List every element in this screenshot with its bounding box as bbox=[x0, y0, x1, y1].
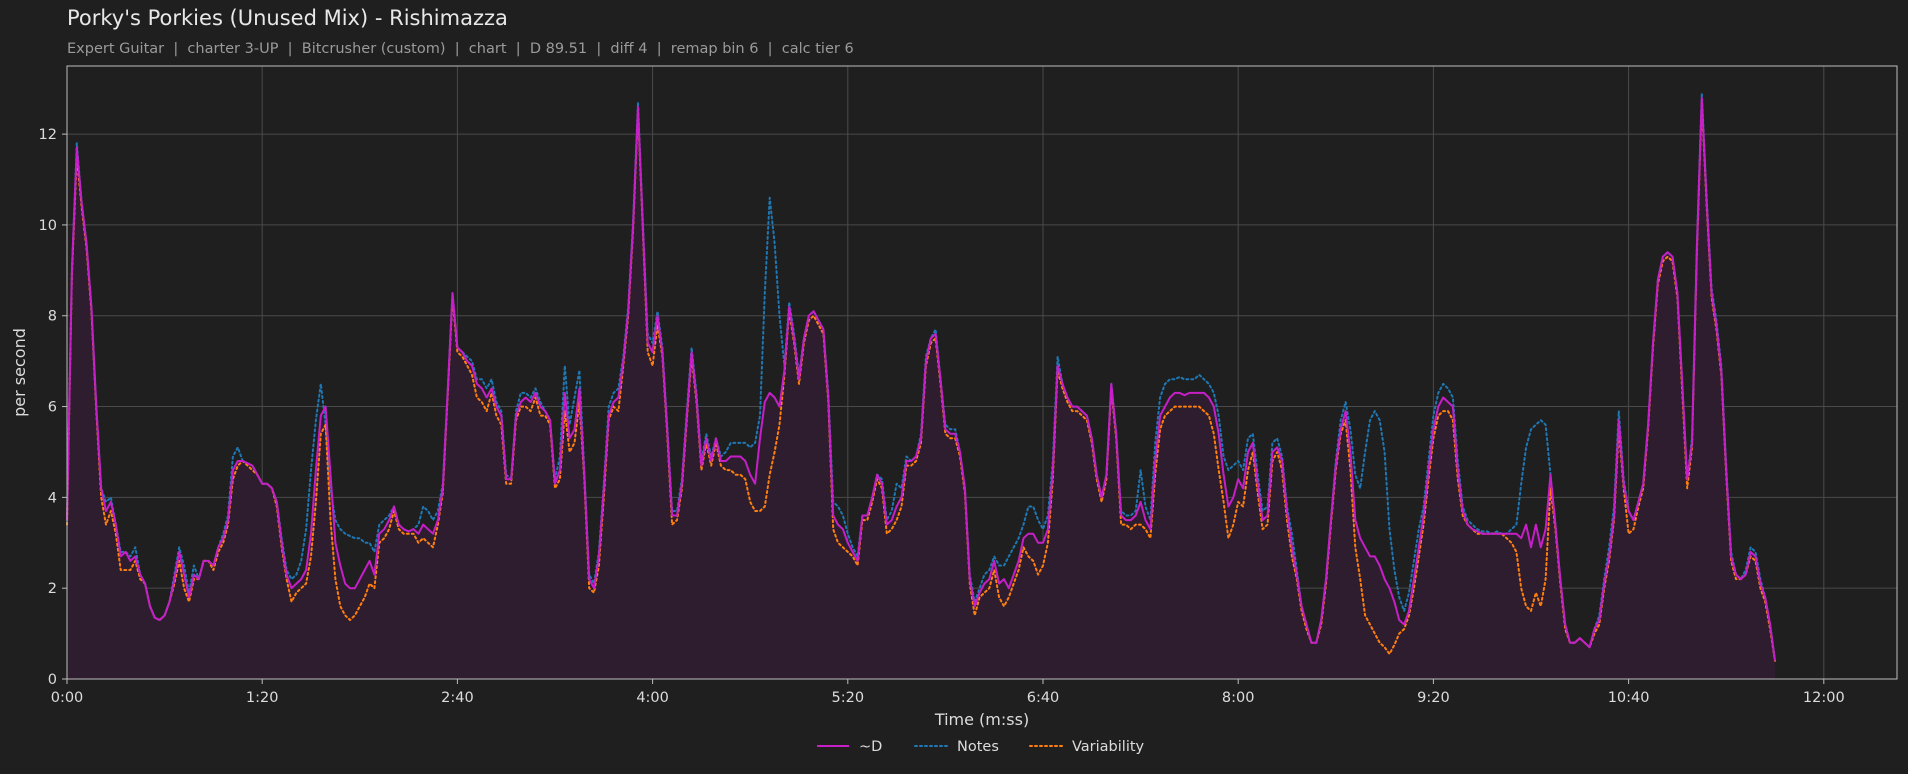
axis-ticks: 0:00 1:20 2:40 4:00 5:20 6:40 8:00 9:20 10:40 12:… bbox=[39, 127, 1845, 706]
x-tick-label: 10:40 bbox=[1608, 690, 1650, 706]
y-tick-label: 10 bbox=[39, 218, 57, 234]
legend-label: Variability bbox=[1072, 739, 1145, 755]
x-tick-label: 2:40 bbox=[441, 690, 474, 706]
x-tick-label: 4:00 bbox=[636, 690, 669, 706]
y-tick-label: 12 bbox=[39, 127, 57, 143]
y-tick-label: 4 bbox=[48, 490, 57, 506]
legend-label: Notes bbox=[957, 739, 999, 755]
grid bbox=[66, 66, 1897, 680]
x-tick-label: 12:00 bbox=[1803, 690, 1845, 706]
chart-title: Porky's Porkies (Unused Mix) - Rishimazz… bbox=[67, 6, 508, 30]
plot-frame bbox=[66, 65, 1898, 680]
series-layer bbox=[66, 92, 1776, 680]
x-tick-label: 8:00 bbox=[1222, 690, 1255, 706]
x-tick-label: 5:20 bbox=[832, 690, 865, 706]
y-axis-label: per second bbox=[10, 328, 29, 417]
legend-label: ~D bbox=[859, 739, 882, 755]
y-tick-label: 6 bbox=[48, 400, 57, 416]
y-tick-label: 8 bbox=[48, 309, 57, 325]
x-tick-label: 6:40 bbox=[1027, 690, 1060, 706]
chart-subtitle: Expert Guitar | charter 3-UP | Bitcrushe… bbox=[67, 41, 854, 57]
y-tick-label: 0 bbox=[48, 672, 57, 688]
x-tick-label: 9:20 bbox=[1417, 690, 1450, 706]
d-area-fill bbox=[67, 97, 1775, 680]
x-tick-label: 0:00 bbox=[51, 690, 84, 706]
series-line-d bbox=[66, 96, 1776, 661]
x-axis-label: Time (m:ss) bbox=[934, 710, 1029, 729]
y-tick-label: 2 bbox=[48, 581, 57, 597]
legend: ~D Notes Variability bbox=[817, 739, 1145, 755]
x-tick-label: 1:20 bbox=[246, 690, 279, 706]
